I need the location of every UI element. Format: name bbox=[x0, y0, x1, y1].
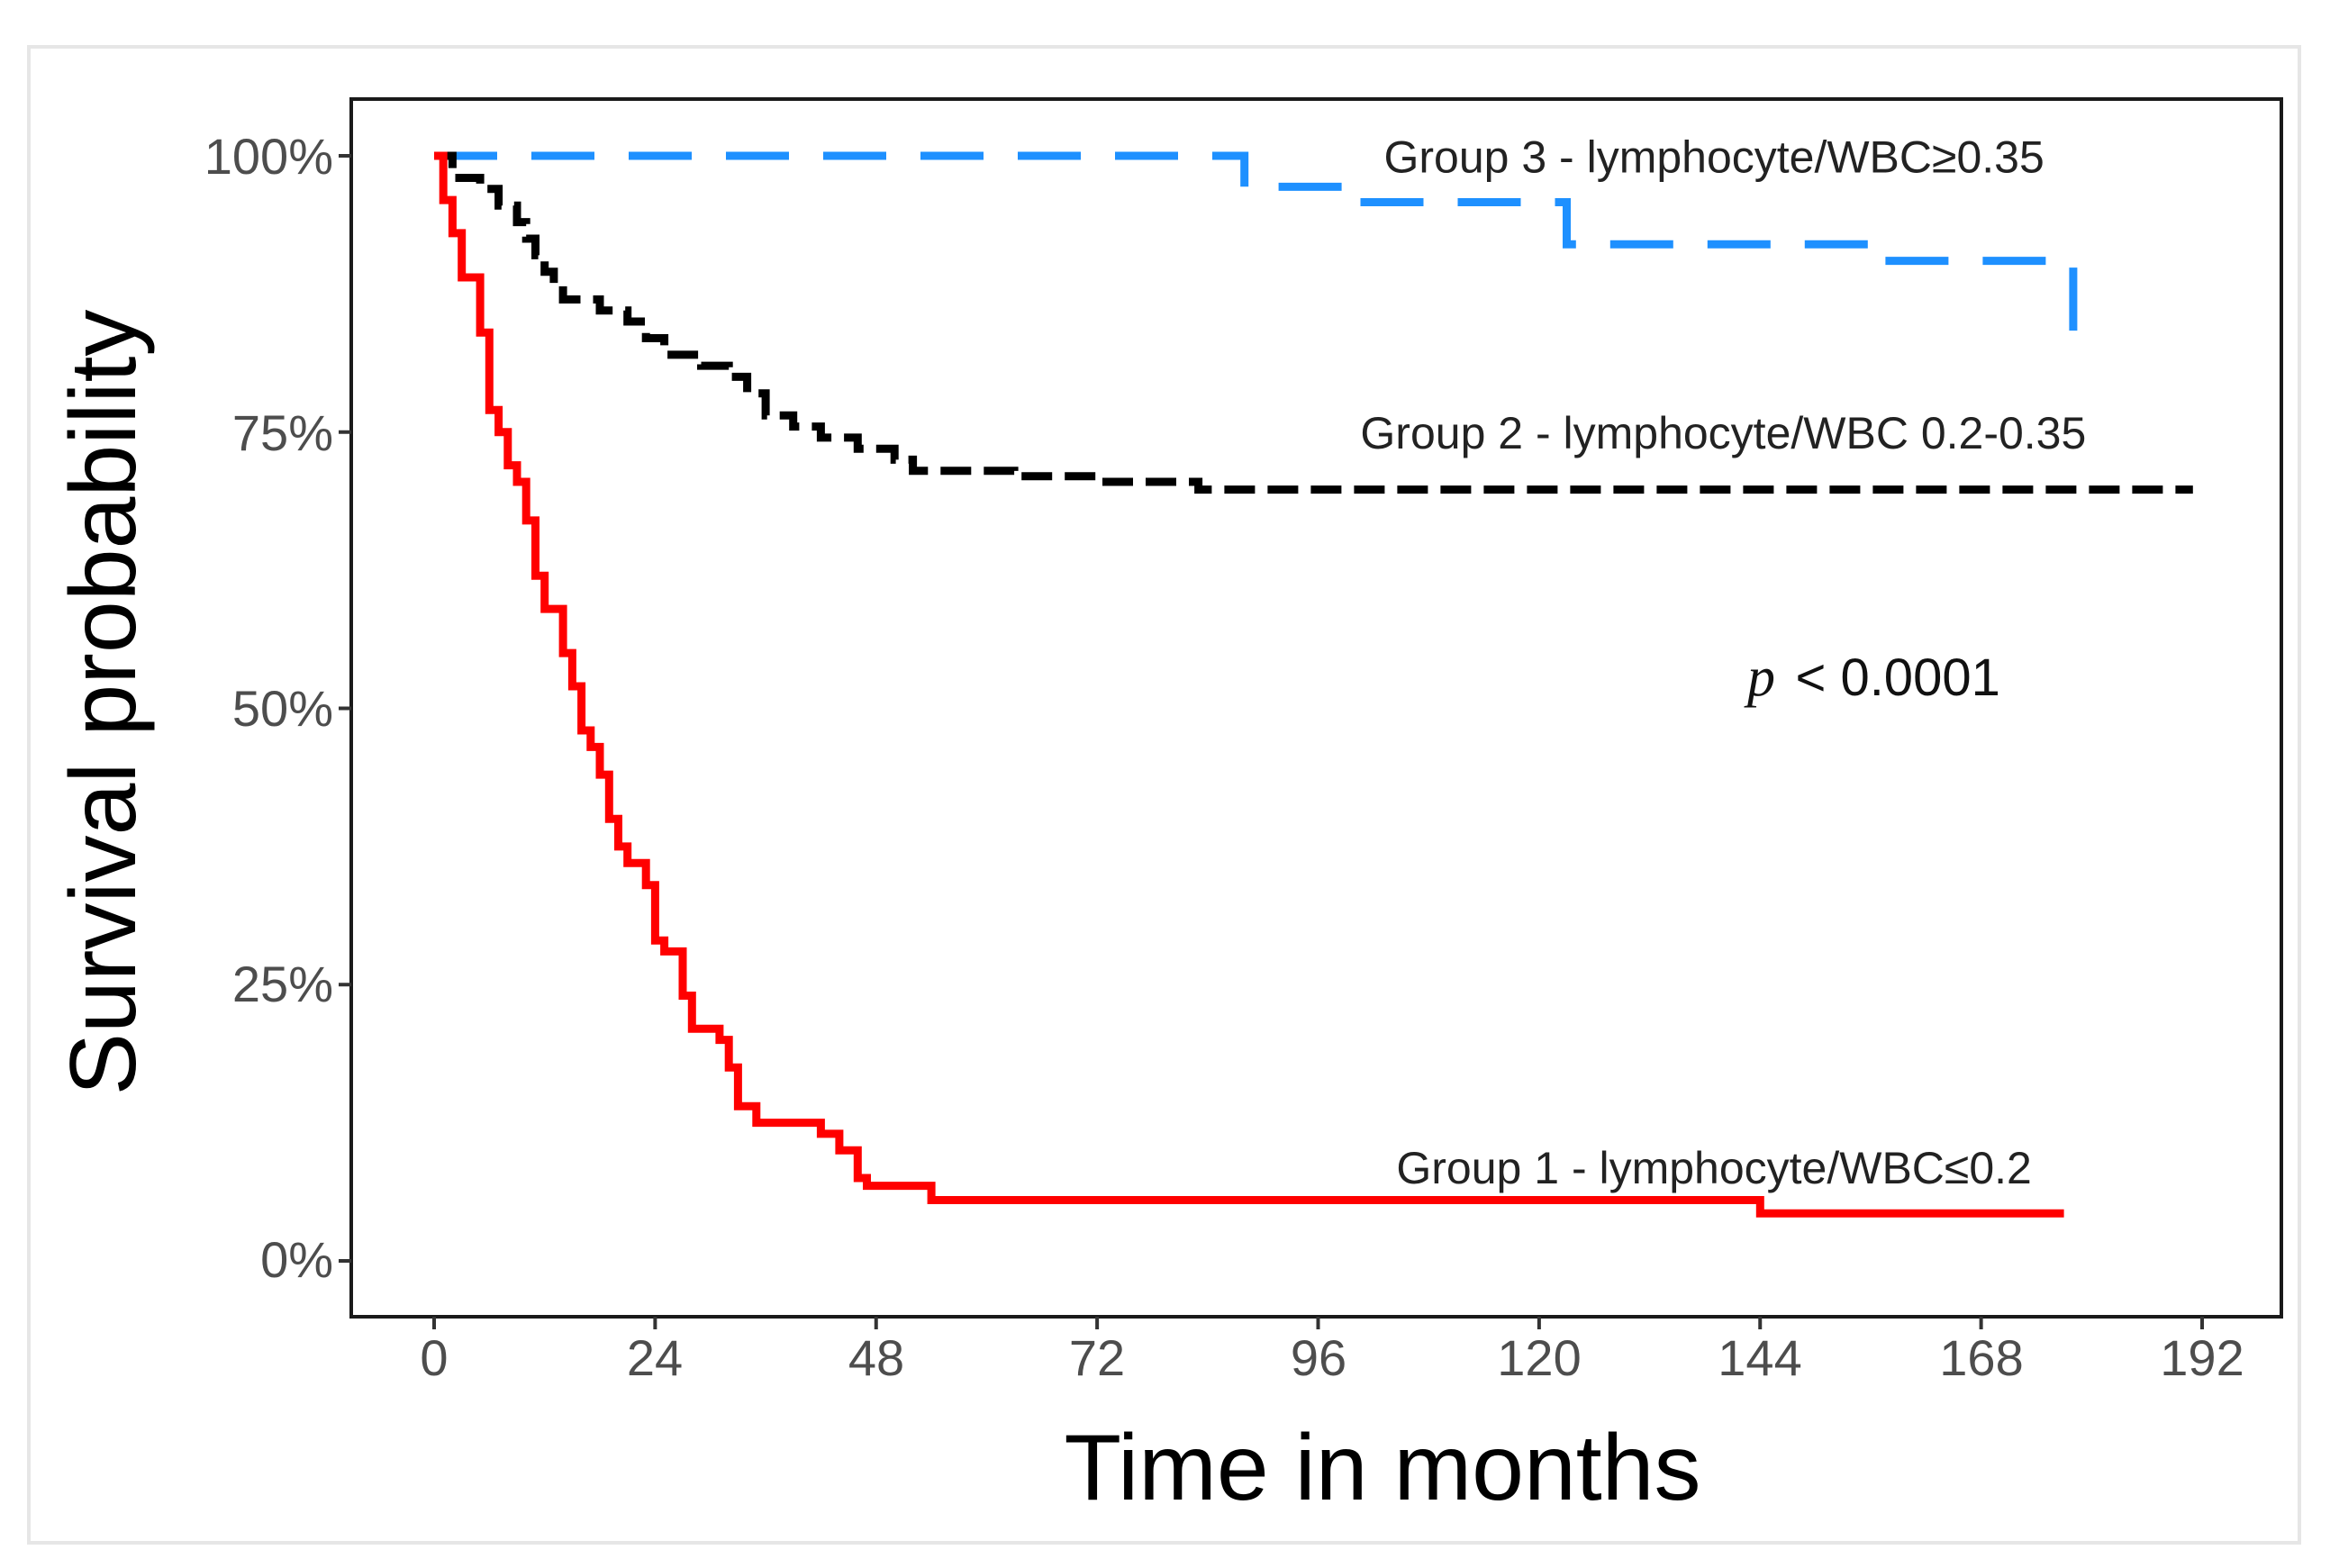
y-tick-label: 25% bbox=[232, 956, 333, 1012]
x-tick-label: 96 bbox=[1291, 1329, 1346, 1386]
plot-panel bbox=[349, 97, 2283, 1319]
figure-frame bbox=[27, 45, 2301, 1545]
x-tick-label: 168 bbox=[1939, 1329, 2023, 1386]
y-tick-label: 0% bbox=[260, 1231, 333, 1288]
x-tick-label: 72 bbox=[1069, 1329, 1125, 1386]
x-tick-label: 48 bbox=[848, 1329, 904, 1386]
x-tick-label: 24 bbox=[627, 1329, 683, 1386]
p-value-symbol: p bbox=[1744, 647, 1775, 708]
y-tick-label: 50% bbox=[232, 680, 333, 737]
group-2-label: Group 2 - lymphocyte/WBC 0.2-0.35 bbox=[1360, 408, 2086, 458]
y-axis-title: Survival probability bbox=[51, 310, 156, 1096]
group-1-label: Group 1 - lymphocyte/WBC≤0.2 bbox=[1396, 1143, 2031, 1193]
x-tick-label: 0 bbox=[420, 1329, 448, 1386]
p-value-text: < 0.0001 bbox=[1795, 648, 1999, 707]
group-1-survival-line bbox=[434, 151, 2064, 1218]
group-3-survival-line bbox=[434, 151, 2092, 342]
group-2-survival-line bbox=[434, 151, 2193, 494]
y-tick-label: 100% bbox=[204, 128, 333, 185]
x-tick-label: 144 bbox=[1718, 1329, 1801, 1386]
y-tick-label: 75% bbox=[232, 404, 333, 461]
x-tick-label: 192 bbox=[2160, 1329, 2244, 1386]
x-axis-title: Time in months bbox=[1064, 1416, 1700, 1520]
group-3-label: Group 3 - lymphocyte/WBC≥0.35 bbox=[1383, 131, 2044, 182]
p-value-label: p < 0.0001 bbox=[1744, 647, 2000, 708]
x-tick-label: 120 bbox=[1497, 1329, 1581, 1386]
